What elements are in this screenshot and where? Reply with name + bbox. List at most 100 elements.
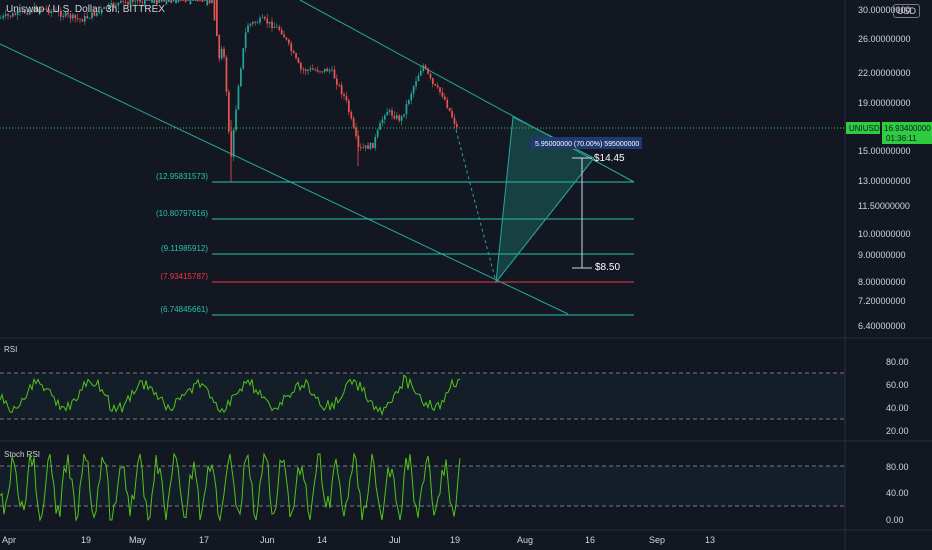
candle-body xyxy=(52,11,55,12)
candle-body xyxy=(136,0,139,1)
candle-body xyxy=(100,8,103,12)
candle-body xyxy=(74,14,77,18)
stoch-title: Stoch RSI xyxy=(4,450,40,459)
price-candles xyxy=(0,0,458,182)
candle-body xyxy=(271,21,273,29)
candle-body xyxy=(314,69,317,71)
candle-body xyxy=(146,0,149,1)
candle-body xyxy=(448,107,451,111)
stoch-band xyxy=(0,466,845,506)
candle-body xyxy=(376,129,379,137)
candle-body xyxy=(36,7,38,12)
time-tick-label: Sep xyxy=(649,535,665,545)
stoch-axis: 80.00 40.00 0.00 xyxy=(886,462,909,525)
candle-body xyxy=(96,12,98,16)
candle-body xyxy=(4,14,7,16)
price-tick-label: 7.20000000 xyxy=(858,296,906,306)
fib-level-label: (12.95831573) xyxy=(156,172,208,181)
time-tick-label: Aug xyxy=(517,535,533,545)
price-tick-label: 26.00000000 xyxy=(858,34,911,44)
candle-body xyxy=(453,117,456,125)
price-tick-label: 6.40000000 xyxy=(858,321,906,331)
candle-body xyxy=(64,12,67,17)
candle-body xyxy=(292,50,295,54)
candle-body xyxy=(218,35,221,59)
candle-body xyxy=(180,0,182,1)
lower-trendline xyxy=(0,43,569,315)
candle-body xyxy=(144,0,146,5)
current-price-tag xyxy=(882,122,932,144)
candle-body xyxy=(33,7,36,12)
time-tick-label: 16 xyxy=(585,535,595,545)
candle-body xyxy=(223,48,225,58)
candle-body xyxy=(333,69,336,79)
price-axis: 30.00000000 26.00000000 22.00000000 19.0000… xyxy=(858,5,911,331)
candle-body xyxy=(160,0,163,2)
candle-body xyxy=(163,0,165,2)
candle-body xyxy=(127,2,129,5)
target-high-label: $14.45 xyxy=(594,153,625,164)
candle-body xyxy=(264,17,266,19)
candle-body xyxy=(79,18,81,20)
candle-body xyxy=(93,12,96,16)
price-tick-label: 9.00000000 xyxy=(858,250,906,260)
candle-body xyxy=(165,0,168,5)
candle-body xyxy=(398,115,401,121)
candle-body xyxy=(204,0,206,1)
candle-body xyxy=(105,7,108,10)
candle-body xyxy=(139,0,141,2)
candle-body xyxy=(153,0,156,4)
rsi-axis: 80.00 60.00 40.00 20.00 xyxy=(886,357,909,436)
stoch-line xyxy=(0,452,461,522)
candle-body xyxy=(213,0,216,21)
candle-body xyxy=(108,4,110,10)
candle-body xyxy=(261,17,264,18)
candle-body xyxy=(67,12,69,15)
candle-body xyxy=(345,95,348,101)
candle-body xyxy=(110,3,113,5)
candle-body xyxy=(444,96,446,100)
candle-body xyxy=(112,3,115,7)
time-tick-label: 19 xyxy=(81,535,91,545)
candle-body xyxy=(254,21,257,23)
candle-body xyxy=(192,0,194,1)
candle-body xyxy=(132,0,134,2)
rsi-tick-label: 80.00 xyxy=(886,357,909,367)
fib-level-label: (6.74845661) xyxy=(160,305,208,314)
measure-box-text: 5.95000000 (70.00%) 595000000 xyxy=(535,141,639,148)
candle-body xyxy=(328,69,331,72)
fib-levels: (12.95831573) (10.80797616) (9.11985912) (7… xyxy=(156,172,634,316)
candle-body xyxy=(208,0,211,4)
fib-level-label: (10.80797616) xyxy=(156,209,208,218)
candle-body xyxy=(177,0,180,3)
candle-body xyxy=(338,84,341,86)
candle-body xyxy=(55,10,57,12)
currency-button[interactable]: USD xyxy=(893,4,921,18)
candle-body xyxy=(211,0,213,4)
candle-body xyxy=(175,0,177,4)
candle-body xyxy=(120,0,122,3)
price-tick-label: 13.00000000 xyxy=(858,176,911,186)
candle-body xyxy=(278,26,281,30)
candle-body xyxy=(319,71,321,73)
candle-body xyxy=(340,85,343,95)
candle-body xyxy=(69,14,72,19)
upper-trendline xyxy=(299,0,635,183)
candle-body xyxy=(386,111,389,116)
projection-path-up xyxy=(495,157,595,283)
chart-header: Uniswap / U.S. Dollar, 3h, BITTREX xyxy=(6,4,165,15)
candle-body xyxy=(321,71,324,73)
candle-body xyxy=(62,16,65,18)
candle-body xyxy=(117,2,120,6)
candle-body xyxy=(201,0,204,3)
candle-body xyxy=(196,0,199,2)
rsi-tick-label: 20.00 xyxy=(886,426,909,436)
candle-body xyxy=(312,68,314,70)
candle-body xyxy=(400,116,403,121)
candle-body xyxy=(206,0,209,6)
candle-body xyxy=(429,73,432,79)
candle-body xyxy=(432,78,434,85)
candle-body xyxy=(273,26,276,29)
candle-body xyxy=(129,0,132,6)
